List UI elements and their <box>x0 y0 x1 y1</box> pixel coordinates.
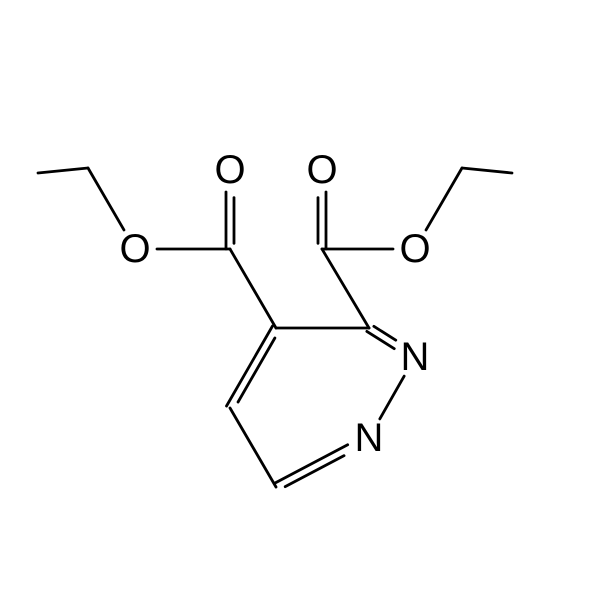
atom-label-o: O <box>399 227 430 271</box>
bond-line <box>274 445 348 484</box>
bond-line <box>88 168 124 230</box>
bond-line <box>322 249 369 328</box>
atom-label-o: O <box>306 148 337 192</box>
molecule-canvas: O O O O NN <box>0 0 600 600</box>
atom-label-o: O <box>214 148 245 192</box>
atom-label-o: O <box>119 227 150 271</box>
bond-line <box>230 408 276 487</box>
bond-line <box>238 338 275 402</box>
bond-line <box>285 456 344 487</box>
atom-label-n: N <box>355 416 384 460</box>
bond-line <box>367 331 394 348</box>
bond-line <box>38 168 88 173</box>
bond-line <box>227 326 273 406</box>
bond-line <box>230 249 276 328</box>
bond-line <box>426 168 462 230</box>
atom-label-n: N <box>401 335 430 379</box>
bond-line <box>380 376 404 419</box>
bond-line <box>462 168 512 173</box>
